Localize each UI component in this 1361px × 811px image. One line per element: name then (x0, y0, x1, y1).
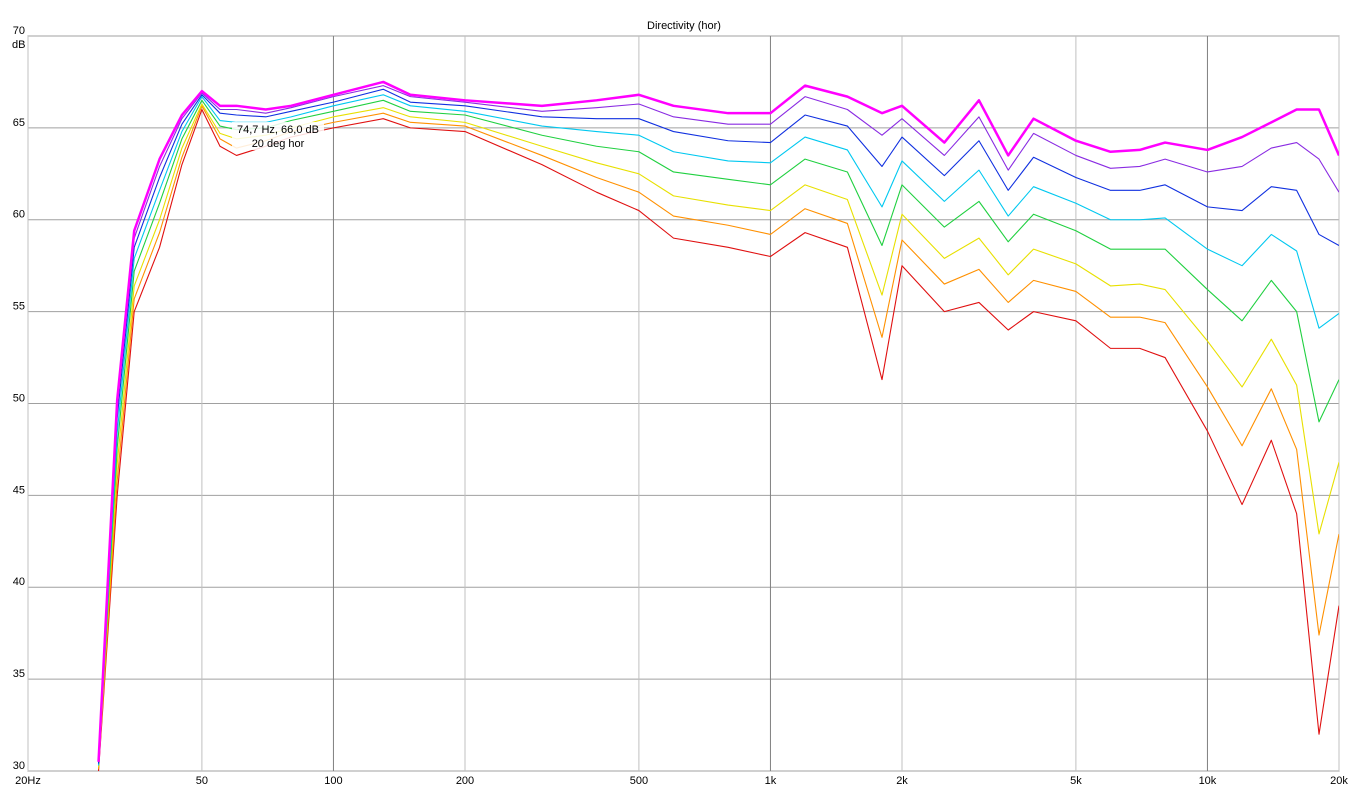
series-line (97, 105, 1339, 770)
x-tick-label: 50 (196, 775, 208, 787)
series-line (97, 94, 1339, 766)
y-axis-unit: dB (12, 39, 25, 51)
series-line (97, 99, 1339, 766)
y-tick-label: 35 (13, 668, 25, 680)
x-tick-label: 500 (630, 775, 648, 787)
series-line (97, 80, 1339, 762)
x-tick-label: 2k (896, 775, 908, 787)
y-tick-label: 45 (13, 484, 25, 496)
x-tick-label: 10k (1199, 775, 1217, 787)
x-tick-label: 1k (765, 775, 777, 787)
y-tick-label: 60 (13, 209, 25, 221)
tooltip-series: 20 deg hor (252, 138, 305, 150)
series-lines (97, 80, 1339, 771)
series-line (97, 103, 1339, 768)
y-tick-label: 50 (13, 392, 25, 404)
y-tick-label: 30 (13, 760, 25, 772)
y-tick-label: 65 (13, 117, 25, 129)
x-tick-label: 20k (1330, 775, 1348, 787)
y-tick-label: 55 (13, 301, 25, 313)
y-tick-label: 70 (13, 25, 25, 37)
chart-title: Directivity (hor) (647, 20, 721, 32)
x-tick-label: 100 (324, 775, 342, 787)
series-line (97, 85, 1339, 762)
x-tick-label: 200 (456, 775, 474, 787)
series-line (97, 108, 1339, 771)
tooltip-box (232, 122, 324, 150)
y-tick-label: 40 (13, 576, 25, 588)
tooltip-value: 74,7 Hz, 66,0 dB (237, 124, 319, 136)
x-tick-label: 20Hz (15, 775, 41, 787)
series-line (97, 88, 1339, 764)
x-tick-label: 5k (1070, 775, 1082, 787)
